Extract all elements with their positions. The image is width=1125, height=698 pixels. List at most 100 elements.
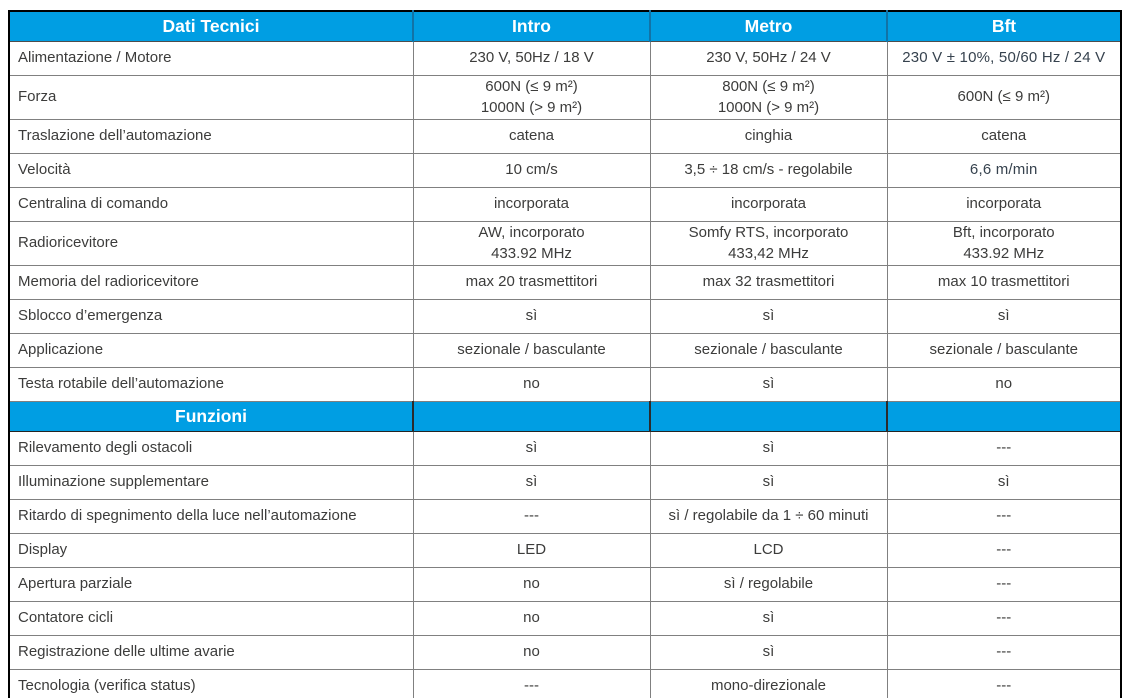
- table-row-tecnologia: Tecnologia (verifica status) --- mono-di…: [8, 669, 1122, 698]
- section-title: Funzioni: [9, 401, 414, 432]
- cell-metro: max 32 trasmettitori: [649, 265, 888, 300]
- cell-bft: ---: [886, 567, 1122, 602]
- row-label: Applicazione: [8, 333, 414, 368]
- table-row-apertura-parziale: Apertura parziale no sì / regolabile ---: [8, 567, 1122, 602]
- funzioni-spacer-cell: [649, 401, 888, 432]
- cell-metro: 3,5 ÷ 18 cm/s - regolabile: [649, 153, 888, 188]
- cell-intro: AW, incorporato 433.92 MHz: [412, 221, 651, 266]
- funzioni-spacer-cell: [886, 401, 1122, 432]
- funzioni-spacer-cell: [412, 401, 651, 432]
- cell-bft: 230 V ± 10%, 50/60 Hz / 24 V: [886, 41, 1122, 76]
- cell-intro: 10 cm/s: [412, 153, 651, 188]
- column-header-intro: Intro: [412, 11, 650, 42]
- cell-metro: 230 V, 50Hz / 24 V: [649, 41, 888, 76]
- cell-intro: 230 V, 50Hz / 18 V: [412, 41, 651, 76]
- cell-metro: sezionale / basculante: [649, 333, 888, 368]
- cell-intro: incorporata: [412, 187, 651, 222]
- table-row-contatore-cicli: Contatore cicli no sì ---: [8, 601, 1122, 636]
- cell-intro: sì: [412, 465, 651, 500]
- cell-bft: ---: [886, 533, 1122, 568]
- cell-intro: sì: [412, 299, 651, 334]
- cell-bft: max 10 trasmettitori: [886, 265, 1122, 300]
- row-label: Sblocco d’emergenza: [8, 299, 414, 334]
- cell-metro: sì: [649, 299, 888, 334]
- table-row-display: Display LED LCD ---: [8, 533, 1122, 568]
- cell-bft: ---: [886, 635, 1122, 670]
- cell-intro: no: [412, 367, 651, 402]
- cell-intro: ---: [412, 669, 651, 698]
- column-header-bft: Bft: [886, 11, 1121, 42]
- row-label: Rilevamento degli ostacoli: [8, 431, 414, 466]
- table-row-registrazione-avarie: Registrazione delle ultime avarie no sì …: [8, 635, 1122, 670]
- cell-metro: sì: [649, 431, 888, 466]
- table-row-testa-rotabile: Testa rotabile dell’automazione no sì no: [8, 367, 1122, 402]
- cell-bft: ---: [886, 499, 1122, 534]
- cell-bft: sì: [886, 299, 1122, 334]
- row-label: Velocità: [8, 153, 414, 188]
- cell-intro: max 20 trasmettitori: [412, 265, 651, 300]
- cell-intro: sì: [412, 431, 651, 466]
- comparison-table: Dati Tecnici Intro Metro Bft Alimentazio…: [8, 10, 1122, 698]
- cell-intro: no: [412, 567, 651, 602]
- cell-metro: sì / regolabile da 1 ÷ 60 minuti: [649, 499, 888, 534]
- section-header-funzioni: Funzioni: [9, 401, 1122, 432]
- cell-metro: sì: [649, 635, 888, 670]
- cell-metro: incorporata: [649, 187, 888, 222]
- cell-bft: ---: [886, 431, 1122, 466]
- table-row-radioricevitore: Radioricevitore AW, incorporato 433.92 M…: [8, 221, 1122, 266]
- cell-intro: LED: [412, 533, 651, 568]
- cell-metro: sì / regolabile: [649, 567, 888, 602]
- table-row-sblocco: Sblocco d’emergenza sì sì sì: [8, 299, 1122, 334]
- table-row-applicazione: Applicazione sezionale / basculante sezi…: [8, 333, 1122, 368]
- cell-intro: 600N (≤ 9 m²) 1000N (> 9 m²): [412, 75, 651, 120]
- row-label: Centralina di comando: [8, 187, 414, 222]
- table-row-forza: Forza 600N (≤ 9 m²) 1000N (> 9 m²) 800N …: [8, 75, 1122, 120]
- cell-bft: ---: [886, 601, 1122, 636]
- cell-metro: sì: [649, 465, 888, 500]
- row-label: Testa rotabile dell’automazione: [8, 367, 414, 402]
- row-label: Memoria del radioricevitore: [8, 265, 414, 300]
- cell-bft: ---: [886, 669, 1122, 698]
- cell-bft: Bft, incorporato 433.92 MHz: [886, 221, 1122, 266]
- row-label: Illuminazione supplementare: [8, 465, 414, 500]
- cell-bft: catena: [886, 119, 1122, 154]
- table-row-alimentazione: Alimentazione / Motore 230 V, 50Hz / 18 …: [8, 41, 1122, 76]
- table-row-rilevamento: Rilevamento degli ostacoli sì sì ---: [8, 431, 1122, 466]
- row-label: Alimentazione / Motore: [8, 41, 414, 76]
- cell-bft: 600N (≤ 9 m²): [886, 75, 1122, 120]
- cell-bft: incorporata: [886, 187, 1122, 222]
- table-row-memoria: Memoria del radioricevitore max 20 trasm…: [8, 265, 1122, 300]
- row-label: Traslazione dell’automazione: [8, 119, 414, 154]
- row-label: Forza: [8, 75, 414, 120]
- cell-metro: sì: [649, 367, 888, 402]
- cell-metro: Somfy RTS, incorporato 433,42 MHz: [649, 221, 888, 266]
- cell-intro: sezionale / basculante: [412, 333, 651, 368]
- cell-metro: 800N (≤ 9 m²) 1000N (> 9 m²): [649, 75, 888, 120]
- row-label: Display: [8, 533, 414, 568]
- cell-intro: ---: [412, 499, 651, 534]
- cell-intro: no: [412, 635, 651, 670]
- row-label: Registrazione delle ultime avarie: [8, 635, 414, 670]
- table-row-centralina: Centralina di comando incorporata incorp…: [8, 187, 1122, 222]
- column-header-metro: Metro: [649, 11, 887, 42]
- table-row-illuminazione: Illuminazione supplementare sì sì sì: [8, 465, 1122, 500]
- cell-bft: no: [886, 367, 1122, 402]
- table-header-row: Dati Tecnici Intro Metro Bft: [9, 11, 1121, 42]
- row-label: Apertura parziale: [8, 567, 414, 602]
- cell-intro: no: [412, 601, 651, 636]
- cell-bft: sì: [886, 465, 1122, 500]
- column-header-dati-tecnici: Dati Tecnici: [9, 11, 413, 42]
- row-label: Radioricevitore: [8, 221, 414, 266]
- cell-metro: mono-direzionale: [649, 669, 888, 698]
- table-row-velocita: Velocità 10 cm/s 3,5 ÷ 18 cm/s - regolab…: [8, 153, 1122, 188]
- cell-metro: sì: [649, 601, 888, 636]
- row-label: Contatore cicli: [8, 601, 414, 636]
- table-row-traslazione: Traslazione dell’automazione catena cing…: [8, 119, 1122, 154]
- cell-bft: 6,6 m/min: [886, 153, 1122, 188]
- cell-intro: catena: [412, 119, 651, 154]
- cell-metro: LCD: [649, 533, 888, 568]
- table-row-ritardo-spegnimento: Ritardo di spegnimento della luce nell’a…: [8, 499, 1122, 534]
- row-label: Tecnologia (verifica status): [8, 669, 414, 698]
- cell-bft: sezionale / basculante: [886, 333, 1122, 368]
